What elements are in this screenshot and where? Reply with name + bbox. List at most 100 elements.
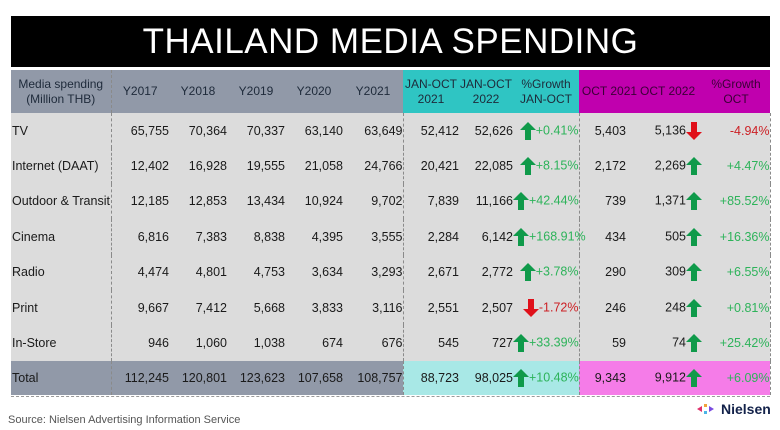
row-label: TV	[11, 113, 112, 149]
arrow-up-icon	[686, 298, 702, 317]
arrow-up-icon	[513, 368, 529, 387]
cell-oct-2022: 505	[640, 219, 702, 255]
cell-janoct-2021: 2,671	[403, 254, 459, 290]
cell-y2020: 21,058	[285, 148, 343, 184]
header-y2020: Y2020	[285, 70, 343, 113]
table-row: Print 9,667 7,412 5,668 3,833 3,116 2,55…	[11, 289, 771, 326]
cell-growth-oct: +6.55%	[702, 254, 771, 290]
cell-oct-2022: 5,136	[640, 113, 702, 149]
table-row: Internet (DAAT) 12,402 16,928 19,555 21,…	[11, 148, 771, 184]
arrow-up-icon	[686, 368, 702, 387]
row-label: Cinema	[11, 219, 112, 255]
cell-y2018: 7,412	[169, 289, 227, 326]
cell-y2020: 63,140	[285, 113, 343, 149]
header-oct-2021: OCT 2021	[579, 70, 640, 113]
cell-y2017: 12,185	[111, 183, 169, 220]
cell-y2017: 946	[111, 325, 169, 361]
row-label: Internet (DAAT)	[11, 148, 112, 184]
cell-y2017: 6,816	[111, 219, 169, 255]
cell-y2018: 7,383	[169, 219, 227, 255]
arrow-up-icon	[686, 263, 702, 282]
arrow-up-icon	[686, 334, 702, 353]
table-bottom-border	[11, 396, 770, 397]
header-oct-2022: OCT 2022	[640, 70, 702, 113]
header-y2017: Y2017	[111, 70, 169, 113]
cell-growth-janoct: +33.39%	[513, 325, 580, 361]
table-row: In-Store 946 1,060 1,038 674 676 545 727…	[11, 325, 771, 361]
table-row: Cinema 6,816 7,383 8,838 4,395 3,555 2,2…	[11, 219, 771, 255]
cell-y2020: 107,658	[285, 360, 343, 395]
cell-y2021: 3,116	[343, 289, 404, 326]
cell-growth-oct: +85.52%	[702, 183, 771, 220]
table-row: TV 65,755 70,364 70,337 63,140 63,649 52…	[11, 113, 771, 149]
cell-y2017: 112,245	[111, 360, 169, 395]
cell-oct-2021: 739	[579, 183, 640, 220]
arrow-up-icon	[519, 263, 536, 282]
table-row: Outdoor & Transit 12,185 12,853 13,434 1…	[11, 183, 771, 220]
media-spending-table: Media spending (Million THB) Y2017 Y2018 …	[11, 70, 771, 395]
arrow-up-icon	[519, 157, 536, 176]
header-janoct-2021: JAN-OCT 2021	[403, 70, 459, 113]
cell-y2019: 4,753	[227, 254, 285, 290]
cell-janoct-2022: 22,085	[459, 148, 513, 184]
arrow-up-icon	[513, 227, 529, 246]
row-label: Outdoor & Transit	[11, 183, 112, 220]
cell-y2021: 3,555	[343, 219, 404, 255]
nielsen-logo-icon	[697, 404, 714, 414]
arrow-up-icon	[686, 227, 702, 246]
cell-oct-2021: 2,172	[579, 148, 640, 184]
arrow-down-icon	[686, 121, 702, 140]
page-title: THAILAND MEDIA SPENDING	[11, 16, 770, 67]
cell-janoct-2021: 88,723	[403, 360, 459, 395]
cell-y2018: 12,853	[169, 183, 227, 220]
cell-y2018: 70,364	[169, 113, 227, 149]
cell-growth-oct: +4.47%	[702, 148, 771, 184]
arrow-down-icon	[522, 298, 539, 317]
cell-growth-janoct: +10.48%	[513, 360, 580, 395]
header-y2021: Y2021	[343, 70, 403, 113]
source-note: Source: Nielsen Advertising Information …	[8, 414, 241, 426]
cell-oct-2021: 290	[579, 254, 640, 290]
arrow-up-icon	[686, 157, 702, 176]
cell-y2018: 16,928	[169, 148, 227, 184]
cell-janoct-2021: 7,839	[403, 183, 459, 220]
cell-growth-janoct: +3.78%	[513, 254, 580, 290]
cell-growth-janoct: +0.41%	[513, 113, 580, 149]
nielsen-logo-text: Nielsen	[721, 401, 771, 417]
cell-growth-oct: -4.94%	[702, 113, 771, 149]
cell-y2017: 9,667	[111, 289, 169, 326]
row-label: Total	[11, 360, 112, 395]
cell-growth-oct: +0.81%	[702, 289, 771, 326]
header-growth-janoct: %Growth JAN-OCT	[513, 70, 579, 113]
cell-y2017: 65,755	[111, 113, 169, 149]
cell-growth-oct: +6.09%	[702, 360, 771, 395]
cell-janoct-2022: 2,772	[459, 254, 513, 290]
arrow-up-icon	[686, 192, 702, 211]
cell-y2021: 676	[343, 325, 404, 361]
arrow-up-icon	[519, 121, 536, 140]
nielsen-logo: Nielsen	[697, 401, 771, 417]
cell-y2017: 4,474	[111, 254, 169, 290]
cell-growth-janoct: -1.72%	[513, 289, 580, 326]
total-row: Total 112,245 120,801 123,623 107,658 10…	[11, 360, 771, 395]
cell-y2020: 3,634	[285, 254, 343, 290]
header-y2018: Y2018	[169, 70, 227, 113]
cell-y2021: 63,649	[343, 113, 404, 149]
cell-janoct-2021: 52,412	[403, 113, 459, 149]
cell-y2021: 9,702	[343, 183, 404, 220]
row-label: Radio	[11, 254, 112, 290]
cell-oct-2021: 5,403	[579, 113, 640, 149]
cell-y2018: 4,801	[169, 254, 227, 290]
cell-oct-2022: 248	[640, 289, 702, 326]
cell-oct-2022: 1,371	[640, 183, 702, 220]
cell-y2021: 108,757	[343, 360, 404, 395]
cell-y2019: 13,434	[227, 183, 285, 220]
header-growth-oct: %Growth OCT	[702, 70, 770, 113]
row-label: Print	[11, 289, 112, 326]
cell-janoct-2021: 20,421	[403, 148, 459, 184]
cell-oct-2021: 434	[579, 219, 640, 255]
cell-growth-oct: +16.36%	[702, 219, 771, 255]
cell-growth-janoct: +8.15%	[513, 148, 580, 184]
cell-y2019: 1,038	[227, 325, 285, 361]
cell-oct-2022: 2,269	[640, 148, 702, 184]
